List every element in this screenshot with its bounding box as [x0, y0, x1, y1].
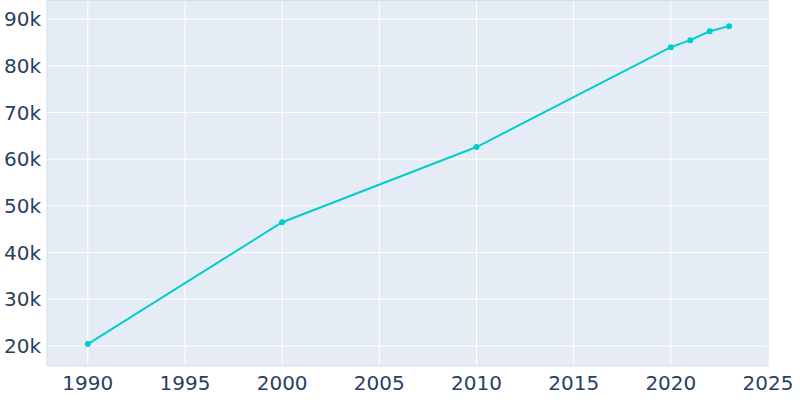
- point: [707, 28, 713, 34]
- data-group: [85, 23, 732, 347]
- y-grid-line: [47, 299, 768, 300]
- x-grid-line: [476, 0, 477, 366]
- x-tick-label: 2015: [548, 371, 599, 395]
- y-tick-label: 40k: [4, 241, 41, 265]
- y-tick-label: 50k: [4, 194, 41, 218]
- point: [279, 219, 285, 225]
- plot-background: [47, 0, 768, 366]
- line: [88, 26, 729, 344]
- y-tick-label: 60k: [4, 147, 41, 171]
- x-tick-label: 2010: [451, 371, 502, 395]
- x-tick-label: 1990: [62, 371, 113, 395]
- y-tick-label: 20k: [4, 334, 41, 358]
- y-grid-line: [47, 345, 768, 346]
- y-grid-line: [47, 205, 768, 206]
- x-grid-line: [184, 0, 185, 366]
- point: [473, 144, 479, 150]
- chart: 20k 30k 40k 50k 60k 70k 80k 90k 1990 1995 2000 2005…: [0, 0, 800, 400]
- x-grid-line: [670, 0, 671, 366]
- point: [687, 37, 693, 43]
- y-tick-label: 70k: [4, 101, 41, 125]
- y-grid-line: [47, 112, 768, 113]
- y-grid-line: [47, 19, 768, 20]
- y-tick-label: 80k: [4, 54, 41, 78]
- y-grid-line: [47, 65, 768, 66]
- x-grid-line: [379, 0, 380, 366]
- x-tick-label: 2000: [257, 371, 308, 395]
- point: [668, 44, 674, 50]
- y-grid-line: [47, 252, 768, 253]
- x-tick-label: 2025: [743, 371, 794, 395]
- y-tick-label: 90k: [4, 7, 41, 31]
- x-grid-line: [282, 0, 283, 366]
- x-tick-label: 2020: [645, 371, 696, 395]
- point: [85, 341, 91, 347]
- y-grid-line: [47, 159, 768, 160]
- x-grid-line: [87, 0, 88, 366]
- x-grid-line: [573, 0, 574, 366]
- plot-frame: [47, 1, 768, 367]
- point: [726, 23, 732, 29]
- x-tick-label: 1995: [160, 371, 211, 395]
- y-tick-label: 30k: [4, 287, 41, 311]
- x-tick-label: 2005: [354, 371, 405, 395]
